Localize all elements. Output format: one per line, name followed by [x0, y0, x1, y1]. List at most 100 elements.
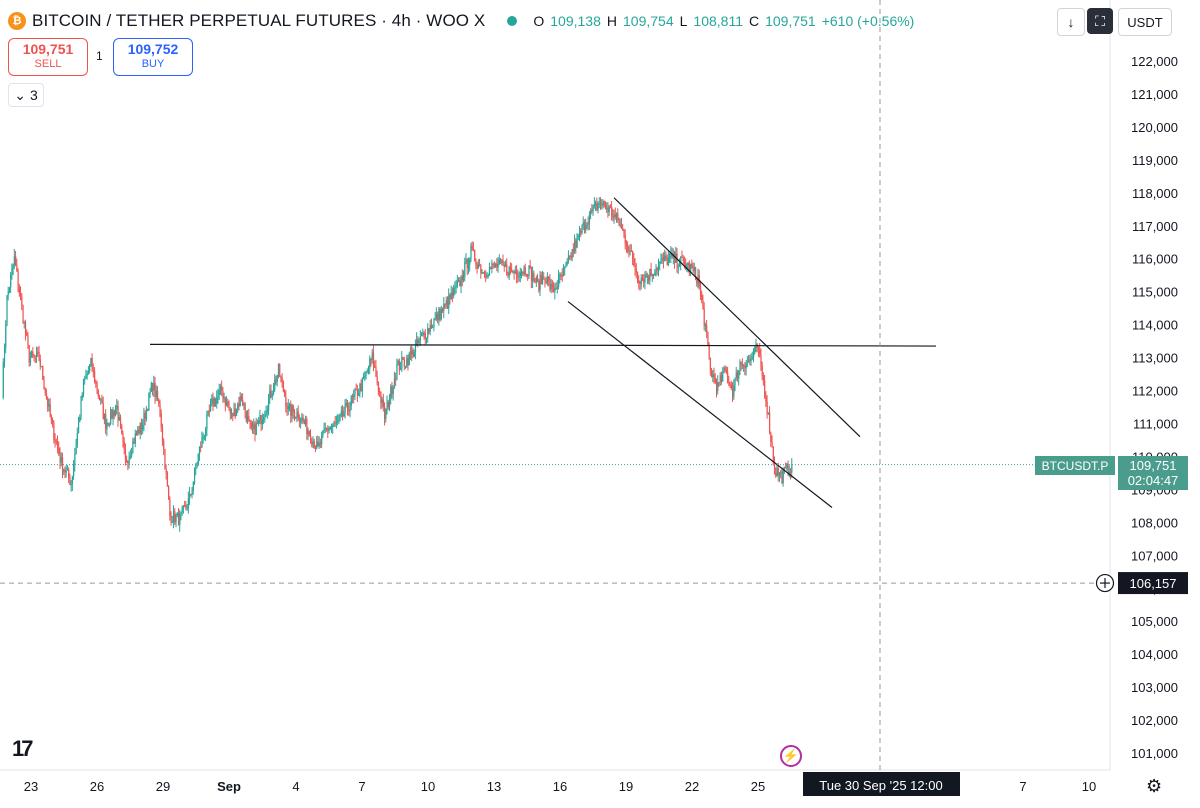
candle-body: [696, 277, 698, 284]
sell-button[interactable]: 109,751 SELL: [8, 38, 88, 76]
candle-body: [106, 422, 108, 430]
candle-body: [40, 366, 43, 368]
candle-body: [738, 371, 740, 379]
candle-body: [195, 467, 197, 470]
candle-body: [293, 411, 296, 418]
candle-body: [97, 390, 99, 397]
tradingview-logo[interactable]: 17: [12, 736, 34, 761]
candle-body: [464, 262, 466, 278]
candle-body: [651, 273, 654, 276]
candle-body: [210, 403, 212, 412]
candle-body: [70, 484, 72, 486]
candle-body: [553, 287, 555, 293]
candle-body: [116, 405, 118, 410]
candle-body: [242, 400, 244, 406]
candle-body: [232, 413, 234, 417]
candle-body: [599, 203, 602, 206]
candle-body: [475, 261, 477, 265]
candle-body: [310, 435, 312, 442]
candle-body: [790, 471, 792, 473]
price-tick-label: 102,000: [1131, 713, 1178, 728]
candle-body: [565, 264, 567, 268]
candle-body: [704, 325, 707, 327]
candle-body: [235, 409, 238, 417]
candle-body: [253, 423, 255, 430]
candle-body: [219, 386, 222, 391]
candle-body: [31, 351, 33, 358]
candle-body: [786, 464, 788, 469]
candle-body: [55, 441, 57, 443]
candle-body: [286, 406, 288, 410]
candle-body: [196, 464, 198, 468]
candle-body: [430, 325, 433, 329]
candle-body: [91, 358, 93, 371]
candle-body: [451, 292, 454, 297]
candle-body: [677, 266, 679, 268]
candle-body: [402, 357, 404, 360]
candle-body: [649, 269, 651, 281]
candle-body: [597, 203, 599, 211]
candle-body: [753, 352, 755, 358]
candle-body: [249, 419, 251, 424]
candle-body: [144, 413, 146, 419]
candle-body: [160, 413, 162, 428]
candle-body: [214, 398, 217, 404]
trend-line[interactable]: [613, 197, 861, 438]
price-tick-label: 103,000: [1131, 680, 1178, 695]
candle-body: [126, 459, 128, 463]
candle-body: [390, 386, 392, 400]
candle-body: [115, 409, 117, 416]
candle-body: [707, 331, 709, 345]
candle-body: [124, 449, 127, 460]
candle-body: [384, 406, 386, 420]
fullscreen-button[interactable]: ⛶: [1087, 8, 1113, 34]
candle-body: [570, 256, 572, 259]
candle-body: [465, 259, 467, 263]
candle-body: [184, 505, 186, 507]
buy-button[interactable]: 109,752 BUY: [113, 38, 193, 76]
candle-body: [34, 355, 37, 357]
candle-body: [289, 404, 291, 407]
candle-body: [213, 398, 215, 407]
currency-select[interactable]: USDT: [1118, 8, 1172, 36]
candle-body: [456, 281, 459, 286]
candle-body: [493, 264, 496, 267]
candle-body: [482, 272, 484, 274]
candle-body: [158, 400, 160, 404]
candle-body: [264, 414, 266, 418]
candle-body: [10, 274, 12, 288]
candle-body: [650, 269, 652, 276]
candle-body: [655, 268, 657, 273]
candle-body: [788, 471, 790, 475]
gear-icon[interactable]: ⚙: [1146, 776, 1163, 796]
trend-line[interactable]: [149, 343, 937, 347]
candle-body: [524, 267, 526, 275]
indicators-count: 3: [29, 87, 38, 103]
price-tick-label: 108,000: [1131, 515, 1178, 530]
candle-body: [87, 370, 90, 374]
candle-body: [133, 441, 135, 444]
buy-price: 109,752: [127, 41, 179, 57]
candle-body: [746, 362, 749, 364]
candle-body: [637, 272, 639, 280]
bolt-icon[interactable]: ⚡: [780, 745, 802, 767]
candle-body: [216, 397, 218, 404]
candle-body: [37, 351, 39, 353]
candle-body: [760, 354, 762, 366]
candle-body: [611, 207, 613, 216]
candle-body: [181, 507, 183, 512]
scroll-down-button[interactable]: ↓: [1057, 8, 1085, 36]
trend-line[interactable]: [567, 301, 833, 508]
candle-body: [164, 448, 166, 470]
candle-body: [76, 432, 78, 446]
bitcoin-coin-icon: ₿: [8, 12, 26, 30]
time-tick-label: 26: [90, 779, 104, 794]
candle-body: [640, 277, 642, 285]
candle-body: [275, 379, 277, 382]
indicators-toggle[interactable]: ⌄ 3: [8, 83, 44, 107]
candle-body: [307, 431, 309, 434]
candle-body: [194, 469, 196, 483]
symbol-title[interactable]: BITCOIN / TETHER PERPETUAL FUTURES · 4h …: [32, 11, 486, 30]
candle-body: [719, 375, 721, 383]
